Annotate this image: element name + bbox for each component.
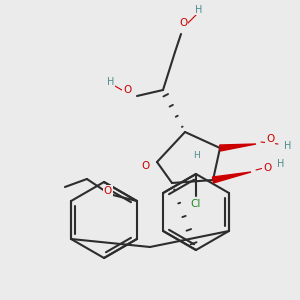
Text: O: O [123,85,131,95]
Text: O: O [141,161,149,171]
Text: H: H [277,159,284,169]
Text: H: H [193,151,200,160]
Text: O: O [179,18,187,28]
Text: Cl: Cl [191,199,201,209]
Text: H: H [107,77,115,87]
Polygon shape [212,172,251,183]
Polygon shape [220,144,256,151]
Text: H: H [195,5,203,15]
Text: O: O [263,163,271,173]
Text: O: O [104,186,112,196]
Text: H: H [284,141,291,151]
Text: O: O [266,134,274,144]
